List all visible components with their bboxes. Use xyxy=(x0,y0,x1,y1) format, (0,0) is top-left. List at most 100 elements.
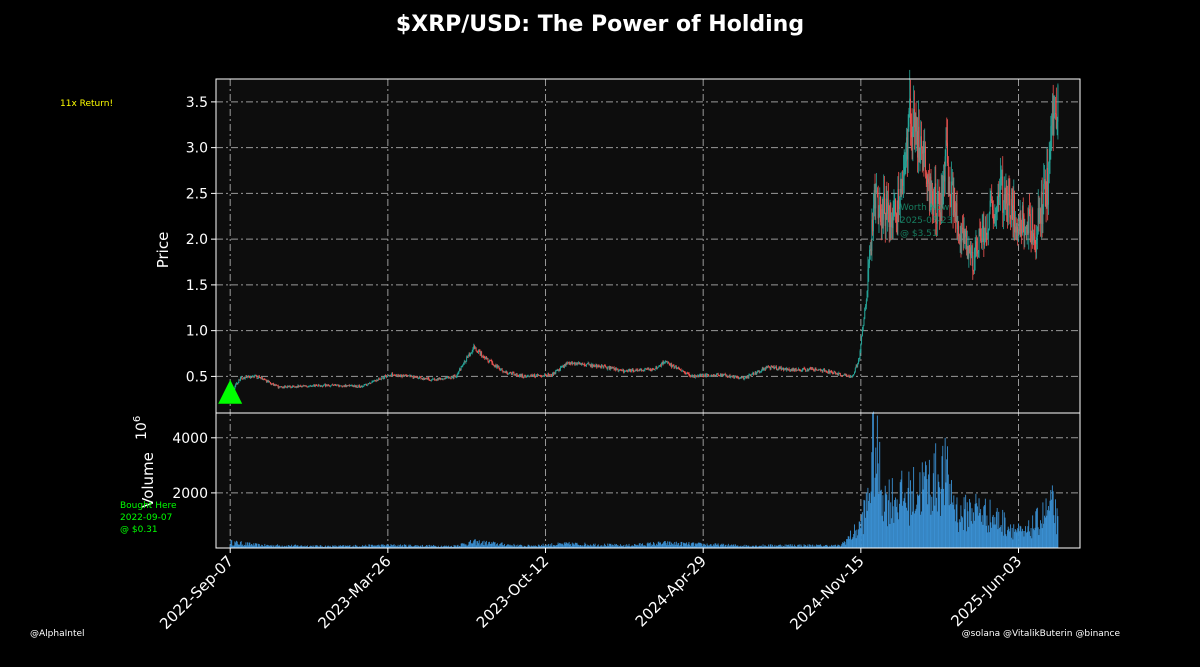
candle-body xyxy=(377,379,379,381)
volume-bar xyxy=(630,545,632,548)
candle-body xyxy=(926,175,928,184)
candle-body xyxy=(672,364,674,366)
candle-body xyxy=(322,385,324,387)
volume-bar xyxy=(523,545,525,548)
candle-body xyxy=(659,365,661,367)
volume-bar xyxy=(550,545,552,548)
candle-body xyxy=(891,217,892,228)
volume-bar xyxy=(828,546,829,548)
volume-bar xyxy=(848,536,850,548)
volume-bar xyxy=(495,545,497,548)
volume-bar xyxy=(769,544,771,548)
volume-bar xyxy=(943,488,945,548)
volume-bar xyxy=(980,521,982,548)
candle-body xyxy=(458,371,460,374)
volume-bar xyxy=(524,546,526,548)
candle-body xyxy=(920,136,922,148)
candle-body xyxy=(909,98,911,112)
volume-bar xyxy=(761,545,762,548)
candle-body xyxy=(250,377,252,378)
volume-bar xyxy=(973,512,974,548)
volume-bar xyxy=(283,546,285,548)
candle-body xyxy=(314,384,315,387)
volume-bar xyxy=(916,504,918,548)
volume-bar xyxy=(697,542,699,548)
volume-bar xyxy=(978,498,980,548)
volume-bar xyxy=(658,541,660,548)
candle-body xyxy=(342,385,344,387)
volume-bar xyxy=(969,502,971,548)
volume-bar xyxy=(1004,517,1006,548)
volume-bar xyxy=(373,545,375,548)
volume-bar xyxy=(875,447,877,548)
volume-bar xyxy=(258,543,259,548)
volume-bar xyxy=(329,546,330,548)
volume-bar xyxy=(315,545,317,548)
volume-bar xyxy=(970,521,972,548)
candle-body xyxy=(865,306,866,308)
volume-bar xyxy=(608,545,609,548)
volume-bar xyxy=(815,545,817,548)
candle-body xyxy=(646,369,648,370)
candle-body xyxy=(276,385,278,387)
volume-bar xyxy=(251,544,253,548)
candle-body xyxy=(336,384,338,386)
candle-body xyxy=(414,376,416,378)
candle-body xyxy=(523,375,525,378)
candle-body xyxy=(530,375,531,377)
volume-bar xyxy=(790,544,792,548)
volume-bar xyxy=(566,542,568,548)
volume-bar xyxy=(256,543,258,548)
volume-bar xyxy=(666,545,668,548)
volume-bar xyxy=(594,543,596,548)
candle-body xyxy=(637,369,639,371)
volume-bar xyxy=(369,544,371,548)
volume-bar xyxy=(922,489,924,548)
candle-body xyxy=(516,374,518,376)
candle-body xyxy=(615,368,617,371)
candle-body xyxy=(420,377,422,379)
volume-bar xyxy=(787,545,788,548)
volume-bar xyxy=(939,487,941,548)
candle-body xyxy=(441,378,443,380)
volume-bar xyxy=(598,546,600,548)
candle-body xyxy=(812,368,814,370)
volume-bar xyxy=(820,545,822,548)
candle-body xyxy=(678,367,680,369)
volume-bar xyxy=(975,493,977,548)
volume-bar xyxy=(567,543,568,548)
candle-body xyxy=(340,385,342,387)
volume-bar xyxy=(433,544,434,548)
volume-bar xyxy=(988,525,989,548)
candle-body xyxy=(611,367,613,369)
volume-bar xyxy=(391,545,393,548)
volume-bar xyxy=(418,545,419,548)
volume-bar xyxy=(670,544,672,548)
volume-bar xyxy=(372,545,374,548)
candle-body xyxy=(1021,228,1023,234)
volume-bar xyxy=(795,546,797,548)
candle-body xyxy=(1002,176,1004,213)
candle-body xyxy=(295,386,297,388)
candle-body xyxy=(459,368,461,371)
candle-body xyxy=(728,375,730,377)
candle-body xyxy=(572,363,574,365)
volume-bar xyxy=(708,545,710,548)
volume-bar xyxy=(384,546,386,548)
candle-body xyxy=(1019,217,1021,232)
volume-bar xyxy=(262,546,264,548)
candle-body xyxy=(456,374,458,377)
candle-body xyxy=(889,203,891,228)
candle-body xyxy=(247,377,248,379)
volume-bar xyxy=(366,546,367,548)
volume-bar xyxy=(364,546,366,548)
candle-body xyxy=(276,384,278,386)
volume-bar xyxy=(669,541,671,548)
candle-body xyxy=(757,371,759,372)
volume-bar xyxy=(348,545,350,548)
candle-body xyxy=(357,386,359,388)
candle-body xyxy=(319,385,321,387)
volume-bar xyxy=(735,545,737,548)
volume-bar xyxy=(883,521,885,548)
candle-body xyxy=(704,374,706,377)
